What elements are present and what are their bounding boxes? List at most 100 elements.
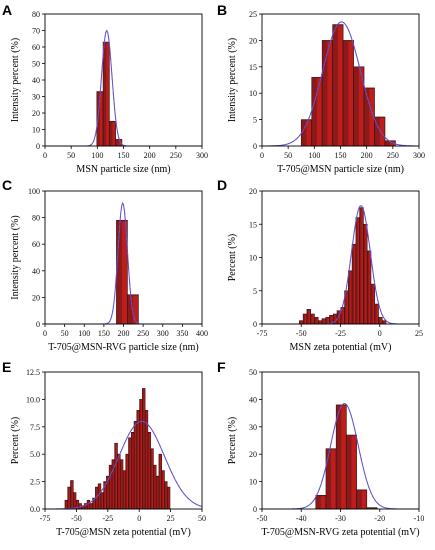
x-tick-label: 0 — [43, 329, 47, 338]
bar — [97, 483, 102, 510]
bar-highlight — [132, 433, 134, 509]
bar-highlight — [354, 245, 356, 324]
bar-highlight — [346, 291, 348, 324]
x-tick-label: -40 — [296, 514, 307, 523]
x-tick-label: 0 — [260, 151, 264, 160]
bar-highlight — [157, 477, 159, 509]
y-tick-label: 10 — [249, 89, 257, 98]
bar-highlight — [77, 501, 79, 509]
x-tick-label: 25 — [167, 514, 175, 523]
bar-highlight — [390, 141, 395, 146]
fit-curve — [45, 29, 202, 147]
panel-f: F -50 -40 -30 -20 -10 0 10 20 30 40 50 T-705@MSN-RV… — [217, 359, 424, 538]
bar-highlight — [365, 225, 367, 324]
x-tick-label: 150 — [335, 151, 347, 160]
y-tick-label: 60 — [32, 240, 40, 249]
fit-curve-overlay — [45, 29, 202, 147]
x-tick-label: 150 — [118, 151, 130, 160]
bar-highlight — [124, 471, 126, 509]
x-tick-label: 25 — [415, 329, 423, 338]
bar-highlight — [149, 433, 151, 509]
x-tick-label: 250 — [387, 151, 399, 160]
panel-d: D -75 -50 -25 0 25 0 5 10 15 20 MSN zeta potential… — [217, 177, 423, 353]
bar-highlight — [305, 315, 307, 324]
x-tick-label: 400 — [196, 329, 208, 338]
bar-highlight — [327, 41, 333, 146]
x-tick-label: 0 — [378, 329, 382, 338]
y-tick-label: 0.0 — [30, 505, 40, 514]
x-tick-label: 300 — [413, 151, 425, 160]
bar-highlight — [121, 221, 127, 324]
x-tick-label: 100 — [91, 151, 103, 160]
panel-b: B 0 50 100 150 200 250 300 0 5 10 15 20 25 T-705@MSN … — [217, 2, 425, 175]
x-axis-title: MSN zeta potential (mV) — [290, 342, 392, 353]
bar-highlight — [121, 460, 123, 509]
bar-highlight — [138, 411, 140, 509]
bar-highlight — [369, 251, 371, 324]
x-tick-label: 100 — [308, 151, 320, 160]
y-tick-label: 80 — [32, 10, 40, 19]
y-tick-label: 30 — [249, 423, 257, 432]
bar-highlight — [69, 488, 70, 509]
plot-frame — [261, 190, 420, 325]
x-tick-label: -50 — [257, 514, 268, 523]
y-tick-label: 40 — [32, 267, 40, 276]
x-axis-title: T-705@MSN particle size (nm) — [277, 164, 404, 175]
x-tick-label: 350 — [176, 329, 188, 338]
bar-highlight — [154, 466, 156, 509]
fit-curve-overlay — [45, 420, 203, 510]
y-tick-label: 20 — [32, 109, 40, 118]
x-tick-label: 0 — [137, 514, 141, 523]
bar-highlight — [361, 490, 367, 509]
panel-a: A 0 50 100 150 200 250 300 0 10 20 30 40 50 60 70 80 MSN… — [2, 2, 208, 175]
bar-highlight — [99, 92, 103, 146]
y-tick-label: 10 — [249, 478, 257, 487]
bar-highlight — [323, 319, 326, 324]
bar-highlight — [376, 305, 378, 324]
y-tick-label: 5.0 — [30, 450, 40, 459]
bar-highlight — [337, 25, 343, 147]
panel-letter: A — [2, 2, 12, 18]
panel-c: C 0 50 100 150 200 250 300 350 400 0 20 40 60 80 100 T-… — [2, 177, 208, 353]
panel-letter: E — [2, 359, 11, 375]
bar-highlight — [350, 271, 352, 324]
bar-highlight — [107, 477, 109, 509]
bar-highlight — [146, 411, 148, 509]
y-tick-label: 0 — [36, 142, 40, 151]
y-axis-title: Percent (%) — [10, 417, 21, 464]
y-tick-label: 80 — [32, 214, 40, 223]
bar — [158, 453, 162, 510]
y-tick-label: 5 — [253, 287, 257, 296]
bar-highlight — [106, 43, 109, 146]
bar-highlight — [82, 506, 84, 509]
bar — [128, 437, 132, 510]
x-axis-title: MSN particle size (nm) — [76, 164, 170, 175]
bar — [67, 486, 71, 510]
x-tick-label: 200 — [361, 151, 373, 160]
y-axis-title: Intensity percent (%) — [10, 38, 21, 122]
y-tick-label: 20 — [32, 293, 40, 302]
bar-highlight — [96, 488, 98, 509]
bar-highlight — [74, 493, 76, 509]
bar-highlight — [331, 449, 336, 509]
x-tick-label: 250 — [137, 329, 149, 338]
x-axis-title: T-705@MSN-RVG particle size (nm) — [48, 342, 199, 353]
fit-curve-overlay — [262, 205, 419, 325]
bar-highlight — [160, 455, 162, 509]
bar-highlight — [335, 315, 337, 324]
y-tick-label: 40 — [32, 76, 40, 85]
y-axis-title: Percent (%) — [227, 234, 238, 281]
bar-highlight — [327, 318, 330, 324]
x-tick-label: 300 — [196, 151, 208, 160]
x-tick-label: -10 — [414, 514, 425, 523]
bar-highlight — [348, 41, 354, 146]
fit-curve-overlay — [262, 21, 419, 147]
y-tick-label: 20 — [249, 450, 257, 459]
bar-highlight — [163, 471, 164, 509]
bar-highlight — [66, 501, 68, 509]
bar — [164, 481, 168, 510]
x-tick-label: 0 — [43, 151, 47, 160]
plot-frame — [44, 371, 203, 510]
bar-highlight — [361, 208, 363, 325]
x-tick-label: 200 — [144, 151, 156, 160]
